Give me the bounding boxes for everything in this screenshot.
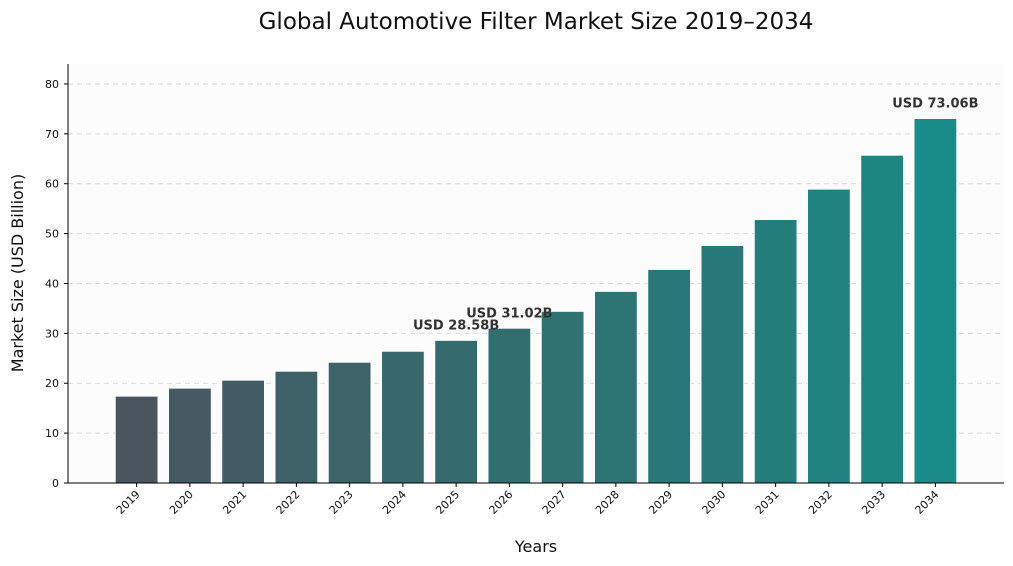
bar-2023 bbox=[327, 361, 372, 484]
data-label-2034: USD 73.06B bbox=[892, 97, 978, 112]
x-tick-label: 2031 bbox=[753, 488, 782, 517]
x-tick-label: 2033 bbox=[859, 488, 888, 517]
x-tick-label: 2032 bbox=[806, 488, 835, 517]
x-tick-label: 2030 bbox=[700, 488, 729, 517]
y-axis-label: Market Size (USD Billion) bbox=[8, 174, 27, 372]
bar-2020 bbox=[168, 387, 212, 484]
y-tick-label: 10 bbox=[45, 427, 59, 440]
bar-2030 bbox=[700, 245, 745, 484]
bar-2026 bbox=[487, 327, 532, 484]
x-tick-label: 2029 bbox=[646, 488, 675, 517]
bar-2022 bbox=[274, 370, 319, 484]
y-tick-label: 80 bbox=[45, 78, 59, 91]
y-tick-label: 60 bbox=[45, 178, 59, 191]
bar-2025 bbox=[434, 340, 478, 484]
y-tick-label: 30 bbox=[45, 327, 59, 340]
bar-2021 bbox=[221, 379, 265, 484]
x-axis-ticks: 2019 2020 2021 2022 2023 2024 2025 2026 2027 2028… bbox=[114, 483, 942, 517]
bar-2032 bbox=[807, 188, 851, 484]
x-tick-label: 2034 bbox=[913, 488, 942, 517]
bar-2034 bbox=[913, 118, 958, 484]
bar-2028 bbox=[594, 291, 638, 484]
bar-2024 bbox=[381, 350, 425, 484]
y-tick-label: 70 bbox=[45, 128, 59, 141]
y-tick-label: 50 bbox=[45, 228, 59, 241]
bar-2027 bbox=[540, 311, 585, 484]
x-tick-label: 2019 bbox=[114, 488, 143, 517]
x-tick-label: 2027 bbox=[540, 488, 569, 517]
x-tick-label: 2023 bbox=[327, 488, 356, 517]
bar-2019 bbox=[114, 395, 159, 484]
bar-2029 bbox=[647, 269, 691, 484]
data-label-2026: USD 31.02B bbox=[466, 306, 552, 321]
data-label-2025: USD 28.58B bbox=[413, 318, 499, 333]
y-axis-ticks: 0 10 20 30 40 50 60 70 80 bbox=[45, 78, 68, 490]
y-tick-label: 40 bbox=[45, 277, 59, 290]
y-tick-label: 20 bbox=[45, 377, 59, 390]
bar-2031 bbox=[753, 219, 798, 484]
x-tick-label: 2026 bbox=[487, 488, 516, 517]
y-tick-label: 0 bbox=[52, 477, 59, 490]
x-tick-label: 2024 bbox=[380, 488, 409, 517]
bars bbox=[114, 118, 958, 484]
x-axis-label: Years bbox=[514, 537, 557, 556]
bar-2033 bbox=[860, 154, 904, 484]
x-tick-label: 2020 bbox=[167, 488, 196, 517]
x-tick-label: 2028 bbox=[593, 488, 622, 517]
x-tick-label: 2022 bbox=[274, 488, 303, 517]
x-tick-label: 2025 bbox=[433, 488, 462, 517]
chart-title: Global Automotive Filter Market Size 201… bbox=[259, 9, 814, 35]
x-tick-label: 2021 bbox=[220, 488, 249, 517]
